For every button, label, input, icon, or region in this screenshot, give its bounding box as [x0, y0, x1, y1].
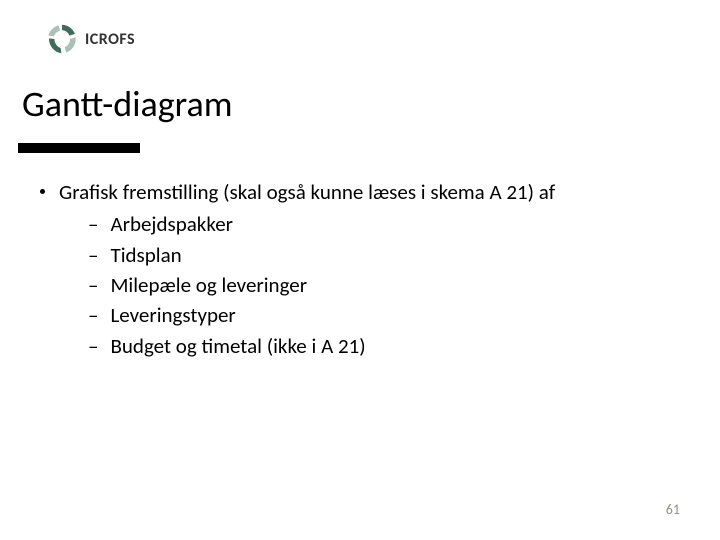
bullet-level2: – Tidsplan — [88, 241, 680, 269]
body-content: Grafisk fremstilling (skal også kunne læ… — [40, 178, 680, 362]
bullet-level2-text: Tidsplan — [110, 241, 181, 269]
bullet-level1-text: Grafisk fremstilling (skal også kunne læ… — [59, 178, 555, 206]
bullet-dash-icon: – — [88, 301, 98, 329]
slide: ICROFS Gantt-diagram Grafisk fremstillin… — [0, 0, 720, 540]
recycle-icon — [45, 22, 79, 56]
bullet-dot-icon — [40, 189, 45, 194]
logo-text: ICROFS — [85, 30, 135, 49]
page-number: 61 — [666, 501, 680, 518]
slide-title: Gantt-diagram — [22, 82, 232, 126]
logo: ICROFS — [45, 22, 135, 56]
bullet-dash-icon: – — [88, 210, 98, 238]
bullet-level2: – Milepæle og leveringer — [88, 271, 680, 299]
bullet-level2: – Arbejdspakker — [88, 210, 680, 238]
bullet-level2-text: Leveringstyper — [110, 301, 235, 329]
title-underline — [18, 143, 140, 153]
bullet-level2: – Leveringstyper — [88, 301, 680, 329]
bullet-level2-text: Milepæle og leveringer — [110, 271, 307, 299]
bullet-dash-icon: – — [88, 271, 98, 299]
bullet-dash-icon: – — [88, 332, 98, 360]
bullet-level2: – Budget og timetal (ikke i A 21) — [88, 332, 680, 360]
bullet-level2-text: Budget og timetal (ikke i A 21) — [110, 332, 365, 360]
bullet-dash-icon: – — [88, 241, 98, 269]
bullet-level1: Grafisk fremstilling (skal også kunne læ… — [40, 178, 680, 206]
bullet-level2-text: Arbejdspakker — [110, 210, 233, 238]
